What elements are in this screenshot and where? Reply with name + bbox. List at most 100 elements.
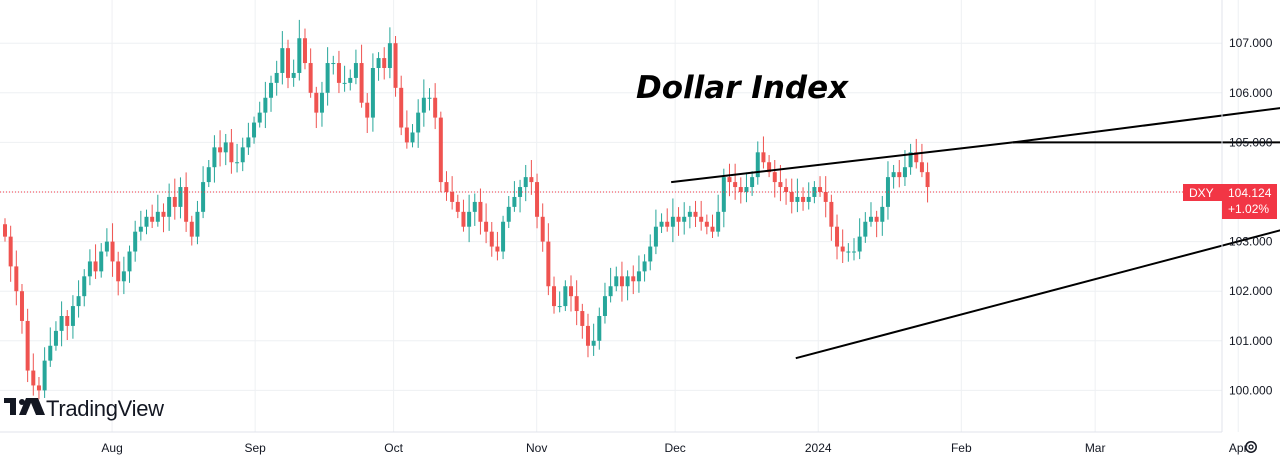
x-tick-label: Oct	[384, 441, 403, 455]
candle-body	[387, 43, 392, 68]
candle-body	[540, 216, 545, 242]
candle-body	[778, 182, 783, 188]
candle-body	[489, 231, 494, 247]
candle-body	[48, 345, 53, 361]
candle-body	[342, 82, 347, 84]
candle-body	[87, 261, 92, 277]
candle-body	[925, 172, 930, 188]
candle-body	[133, 231, 138, 252]
candle-body	[744, 187, 749, 192]
candle-body	[495, 246, 500, 252]
candle-body	[631, 276, 636, 282]
candle-body	[150, 216, 155, 222]
candle-body	[535, 182, 540, 217]
candle-body	[286, 48, 290, 78]
candle-body	[252, 122, 257, 138]
candle-body	[518, 187, 523, 197]
candle-body	[846, 251, 851, 253]
tradingview-logo-text: TradingView	[46, 396, 164, 421]
candle-body	[902, 167, 907, 178]
candle-body	[450, 192, 455, 202]
candle-body	[806, 196, 811, 202]
time-axis[interactable]: Aug Sep Oct Nov Dec 2024 Feb Mar Apr	[101, 441, 1247, 455]
candles-layer	[3, 19, 930, 400]
symbol-badge	[1183, 184, 1222, 201]
candle-body	[919, 162, 924, 173]
candle-body	[297, 38, 302, 73]
candle-body	[218, 147, 223, 153]
candle-body	[246, 137, 251, 148]
candle-body	[291, 72, 296, 78]
candle-body	[155, 211, 160, 222]
candle-body	[597, 316, 602, 341]
candle-body	[127, 251, 132, 272]
candle-body	[399, 87, 404, 128]
candle-body	[784, 187, 789, 192]
candle-body	[365, 102, 370, 118]
y-tick-label: 101.000	[1229, 334, 1273, 348]
candle-body	[280, 48, 285, 73]
candle-body	[710, 226, 715, 232]
candle-body	[835, 226, 840, 247]
candle-body	[19, 291, 24, 321]
candle-body	[665, 221, 670, 227]
change-label: +1.02%	[1228, 202, 1269, 216]
candle-body	[557, 306, 562, 308]
candle-body	[721, 177, 726, 212]
candle-body	[382, 58, 387, 68]
candle-body	[269, 82, 274, 98]
candle-body	[370, 68, 375, 118]
candle-body	[167, 196, 172, 217]
candle-body	[897, 172, 902, 178]
candle-body	[240, 147, 245, 163]
candle-body	[868, 216, 873, 222]
candle-body	[642, 261, 647, 272]
candle-body	[161, 211, 166, 217]
candle-body	[880, 206, 885, 222]
candle-body	[461, 211, 466, 227]
candle-body	[563, 286, 568, 307]
candle-body	[404, 127, 409, 143]
trendline[interactable]	[671, 141, 1013, 184]
candle-body	[235, 162, 240, 164]
candle-body	[223, 142, 228, 153]
candle-body	[348, 77, 353, 83]
settings-gear-icon[interactable]	[1245, 441, 1257, 453]
candle-body	[472, 201, 477, 212]
candle-body	[308, 63, 313, 93]
candle-body	[433, 97, 438, 118]
x-tick-label: 2024	[805, 441, 832, 455]
candle-body	[857, 236, 862, 252]
candle-body	[580, 311, 585, 326]
tradingview-logo[interactable]: TradingView	[4, 396, 164, 421]
candle-body	[444, 182, 449, 192]
candle-body	[914, 152, 919, 163]
candle-body	[104, 241, 109, 252]
y-tick-label: 106.000	[1229, 86, 1273, 100]
candle-body	[274, 72, 279, 83]
candle-body	[574, 296, 579, 312]
candle-body	[716, 211, 721, 232]
trendline[interactable]	[795, 219, 1280, 360]
candle-body	[648, 246, 653, 262]
candle-body	[421, 97, 426, 113]
price-axis[interactable]: 100.000101.000102.000103.000104.000105.0…	[0, 0, 1273, 433]
candle-body	[353, 63, 358, 78]
candle-body	[257, 112, 262, 123]
candle-body	[336, 63, 341, 83]
candle-body	[636, 271, 641, 282]
candle-body	[144, 216, 149, 227]
last-price-label: 104.124	[1228, 186, 1272, 200]
candle-body	[608, 286, 613, 297]
candle-body	[53, 330, 58, 346]
price-badge: DXY 104.124 +1.02%	[1183, 184, 1277, 219]
candle-body	[704, 221, 709, 227]
candle-body	[3, 224, 7, 237]
candle-body	[874, 216, 879, 222]
trendline[interactable]	[1012, 103, 1280, 144]
candle-body	[325, 63, 330, 93]
candle-body	[212, 147, 217, 168]
candle-body	[229, 142, 234, 163]
candle-body	[65, 316, 70, 326]
